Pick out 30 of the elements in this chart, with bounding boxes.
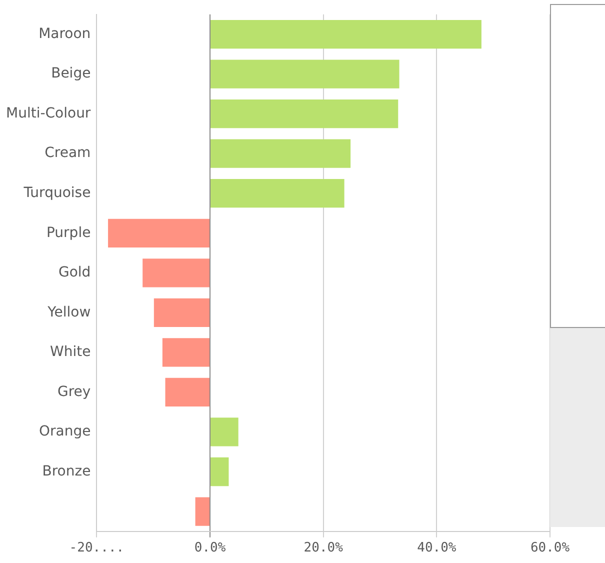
y-tick-label: Cream — [44, 145, 91, 162]
y-tick-label: White — [50, 344, 91, 360]
x-tick-label: 0.0% — [194, 540, 226, 556]
y-tick-label: Bronze — [42, 463, 91, 480]
bar — [210, 139, 351, 168]
bar — [210, 179, 344, 208]
y-tick-label: Multi-Colour — [6, 105, 91, 122]
bar — [154, 298, 210, 327]
y-tick-label: Gold — [58, 264, 91, 281]
bar — [162, 338, 210, 367]
bar — [195, 497, 210, 526]
bar — [165, 378, 210, 407]
bar — [142, 258, 210, 288]
x-tick-label: 60.0% — [530, 540, 570, 556]
bar — [210, 100, 398, 128]
bar — [210, 457, 229, 486]
bar — [210, 20, 482, 49]
x-tick-label: -20.... — [69, 540, 124, 556]
bar — [108, 218, 210, 248]
y-tick-label: Grey — [57, 384, 91, 400]
bar — [210, 60, 400, 88]
y-tick-label: Turquoise — [22, 185, 91, 201]
y-tick-label: Maroon — [38, 26, 91, 42]
y-tick-label: Yellow — [46, 304, 91, 320]
x-tick-label: 40.0% — [417, 540, 456, 556]
y-tick-label: Beige — [51, 66, 91, 82]
x-tick-label: 20.0% — [304, 540, 344, 556]
bar — [210, 418, 238, 446]
y-tick-label: Orange — [38, 424, 91, 440]
y-tick-label: Purple — [46, 224, 91, 241]
